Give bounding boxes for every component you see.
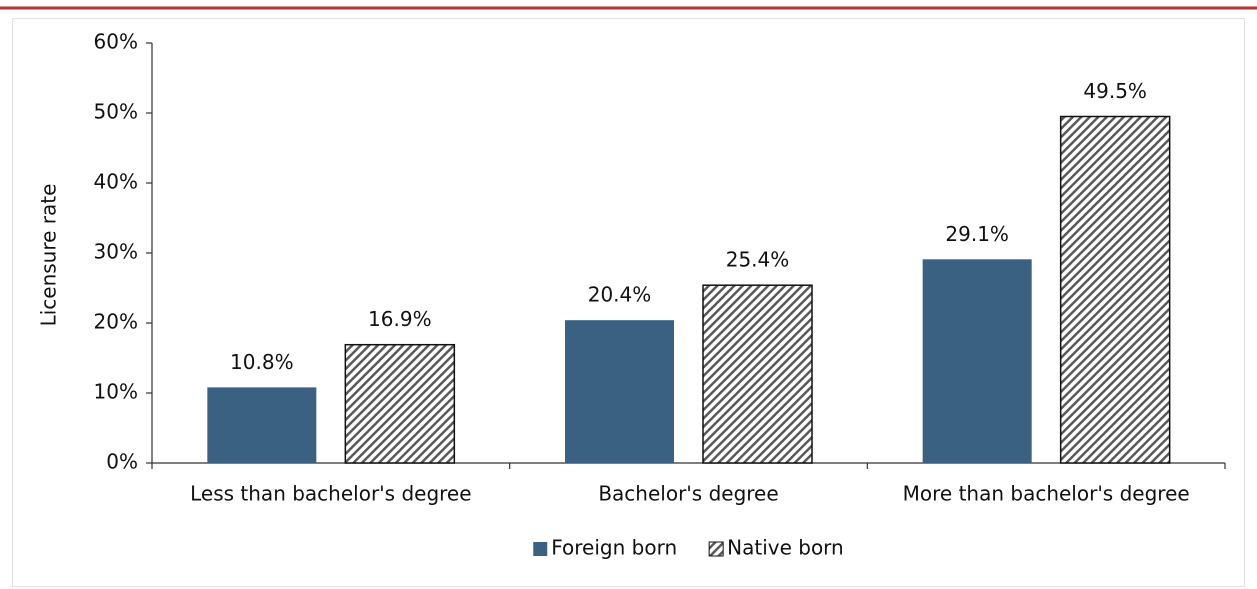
y-tick-label: 10%: [94, 380, 138, 404]
y-tick-label: 0%: [106, 450, 138, 474]
value-label: 25.4%: [726, 248, 790, 272]
value-label: 10.8%: [230, 350, 294, 374]
y-tick-label: 20%: [94, 310, 138, 334]
legend-swatch: [708, 541, 724, 557]
bar: [1059, 115, 1171, 464]
y-tick-label: 60%: [94, 30, 138, 54]
bar: [922, 259, 1032, 463]
value-label: 29.1%: [945, 222, 1009, 246]
value-label: 20.4%: [588, 283, 652, 307]
y-tick-label: 30%: [94, 240, 138, 264]
bar: [565, 320, 674, 463]
y-axis-label: Licensure rate: [37, 184, 61, 327]
y-tick-label: 50%: [94, 100, 138, 124]
value-label: 49.5%: [1083, 79, 1147, 103]
chart-frame: [12, 18, 1245, 587]
y-tick-label: 40%: [94, 170, 138, 194]
bar: [344, 343, 456, 464]
x-tick-label: Bachelor's degree: [598, 482, 778, 506]
bar: [207, 387, 317, 463]
legend-label: Native born: [727, 536, 844, 560]
x-tick-label: Less than bachelor's degree: [190, 482, 471, 506]
value-label: 16.9%: [368, 307, 432, 331]
bar: [702, 284, 813, 464]
legend-label: Foreign born: [551, 536, 677, 560]
x-tick-label: More than bachelor's degree: [903, 482, 1190, 506]
legend-swatch: [533, 542, 548, 556]
